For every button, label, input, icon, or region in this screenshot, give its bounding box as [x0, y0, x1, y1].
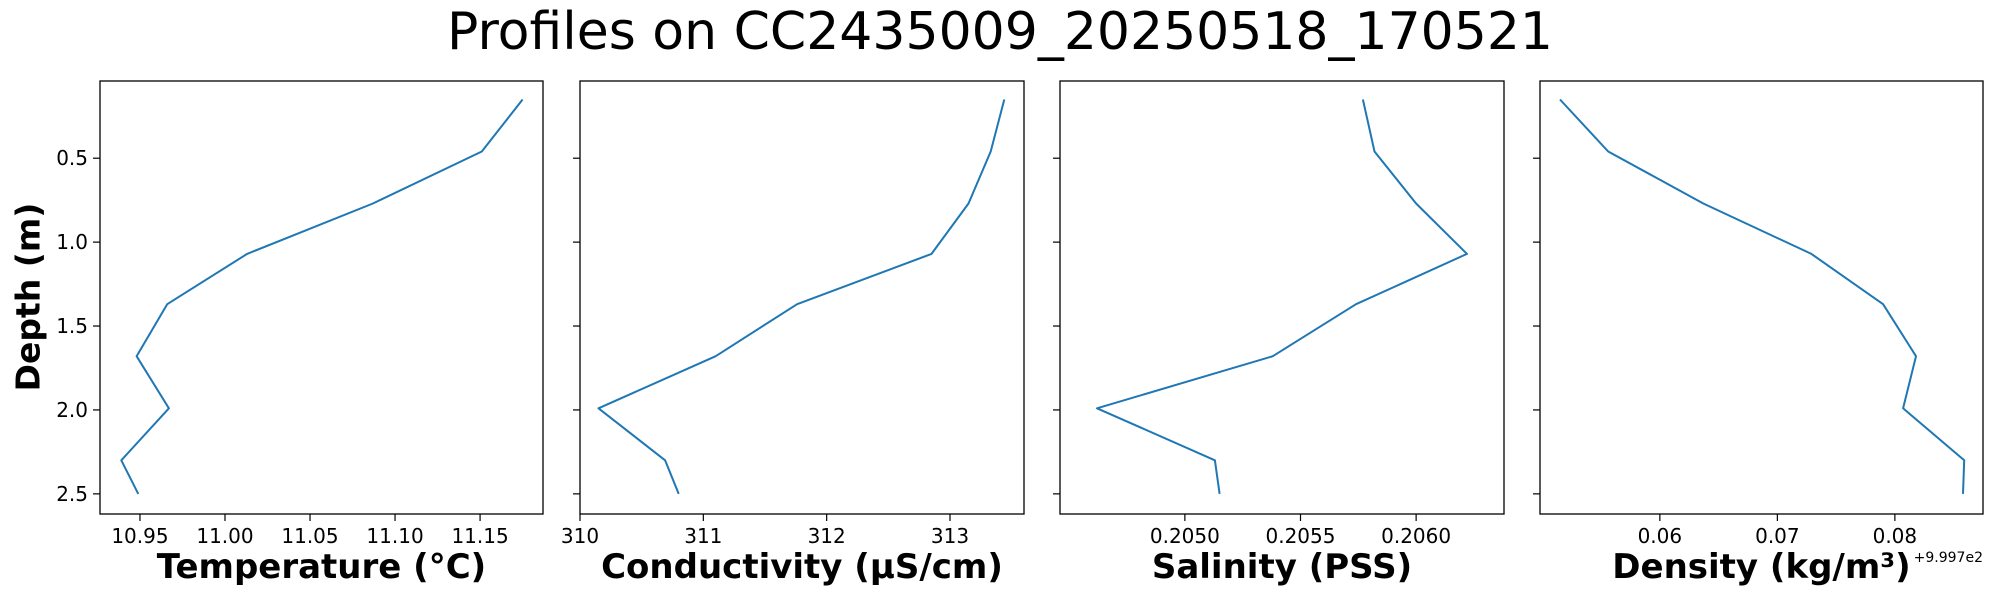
data-point — [715, 355, 717, 357]
data-point — [1374, 150, 1376, 152]
data-point — [1559, 98, 1561, 100]
data-point — [1915, 355, 1917, 357]
data-point — [120, 459, 122, 461]
data-point — [1096, 407, 1098, 409]
x-axis-label: Conductivity (µS/cm) — [601, 547, 1003, 587]
data-point — [1607, 150, 1609, 152]
data-point — [1362, 98, 1364, 100]
axes-frame — [1539, 80, 1984, 515]
data-point — [522, 98, 524, 100]
axes-frame — [579, 80, 1025, 515]
y-tick-label: 1.0 — [56, 230, 88, 254]
x-axis-label: Temperature (°C) — [157, 547, 486, 587]
figure-title: Profiles on CC2435009_20250518_170521 — [447, 2, 1553, 62]
x-tick-label: 10.95 — [111, 524, 168, 548]
data-point — [796, 303, 798, 305]
data-point — [372, 203, 374, 205]
x-tick-label: 310 — [561, 524, 599, 548]
y-tick-label: 2.0 — [56, 398, 88, 422]
data-point — [1702, 203, 1704, 205]
x-tick-label: 11.05 — [281, 524, 338, 548]
x-axis-label: Salinity (PSS) — [1152, 547, 1412, 587]
data-point — [664, 459, 666, 461]
data-point — [137, 493, 139, 495]
profile-line — [1559, 98, 1966, 494]
data-point — [481, 150, 483, 152]
data-point — [598, 407, 600, 409]
data-point — [1355, 303, 1357, 305]
x-tick-label: 11.15 — [451, 524, 508, 548]
data-point — [678, 493, 680, 495]
x-tick-label: 11.00 — [196, 524, 253, 548]
x-tick-label: 313 — [931, 524, 969, 548]
data-point — [1214, 459, 1216, 461]
x-tick-label: 0.07 — [1755, 524, 1800, 548]
data-point — [1466, 253, 1468, 255]
data-point — [1882, 303, 1884, 305]
y-tick-label: 2.5 — [56, 482, 88, 506]
x-tick-label: 11.10 — [366, 524, 423, 548]
y-tick-label: 0.5 — [56, 146, 88, 170]
data-point — [166, 303, 168, 305]
axes-frame — [1059, 80, 1505, 515]
profile-line — [120, 98, 524, 495]
data-point — [1902, 407, 1904, 409]
data-point — [1415, 203, 1417, 205]
axes-frame — [99, 80, 544, 515]
data-point — [1962, 493, 1964, 495]
data-point — [990, 150, 992, 152]
data-point — [1219, 493, 1221, 495]
x-tick-label: 311 — [684, 524, 722, 548]
data-point — [931, 253, 933, 255]
profile-line — [1096, 99, 1468, 495]
y-tick-label: 1.5 — [56, 314, 88, 338]
data-point — [1003, 98, 1005, 100]
data-point — [1810, 253, 1812, 255]
x-tick-label: 0.2050 — [1150, 524, 1220, 548]
data-point — [136, 355, 138, 357]
data-point — [1963, 459, 1965, 461]
x-tick-label: 312 — [808, 524, 846, 548]
data-point — [1272, 355, 1274, 357]
axis-offset-text: +9.997e2 — [1914, 550, 1983, 566]
x-tick-label: 0.06 — [1638, 524, 1683, 548]
x-axis-label: Density (kg/m³) — [1612, 547, 1910, 587]
data-point — [246, 253, 248, 255]
x-tick-label: 0.2060 — [1381, 524, 1451, 548]
data-point — [168, 407, 170, 409]
x-tick-label: 0.08 — [1873, 524, 1918, 548]
data-point — [968, 203, 970, 205]
profile-line — [597, 99, 1006, 495]
subplot-1: 0.5 1.0 1.5 2.0 2.5 10.95 11.00 11.05 11.10 11.15… — [56, 80, 544, 587]
x-tick-label: 0.2055 — [1266, 524, 1336, 548]
